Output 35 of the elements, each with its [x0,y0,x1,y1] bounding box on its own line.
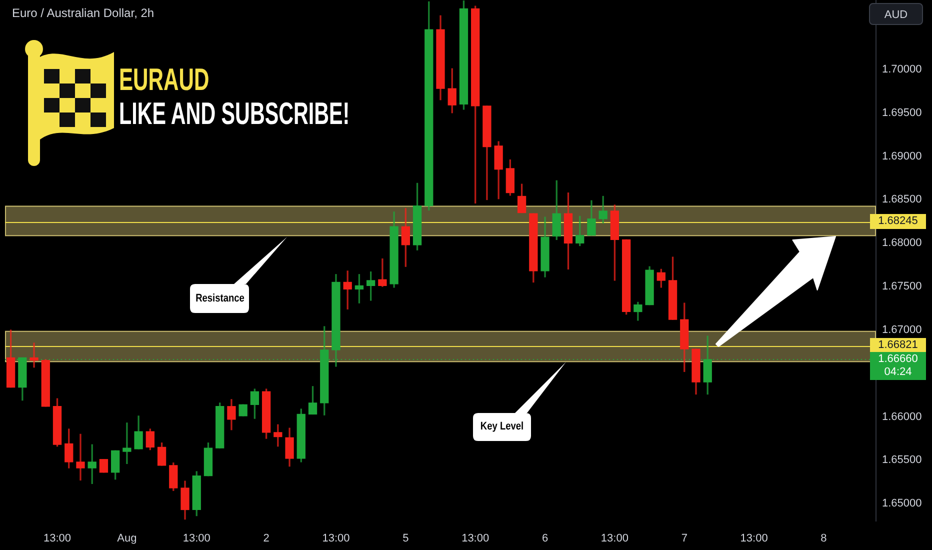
y-tick-label: 1.67000 [882,324,922,336]
x-tick-label: 13:00 [462,532,490,545]
x-tick-label: 5 [402,532,409,545]
x-tick-label: 13:00 [43,532,72,545]
x-tick-label: 13:00 [740,532,768,545]
candlestick [30,342,38,368]
y-tick-label: 1.66000 [882,410,922,423]
ref-line-label: 1.66821 [870,339,926,352]
x-tick-label: 13:00 [600,532,628,545]
candlestick [378,258,387,287]
annotation: Key Level [480,420,524,434]
ref-line-label: 1.68245 [870,215,926,228]
y-tick-label: 1.69000 [882,150,922,162]
x-tick-label: 7 [681,532,688,545]
y-tick-label: 1.68500 [882,194,922,206]
y-tick-label: 1.68000 [882,237,922,250]
y-tick-label: 1.65500 [882,454,922,466]
annotation: EURAUD [119,62,210,97]
text: Euro / Australian Dollar, 2h [12,6,154,20]
y-tick-label: 1.70000 [882,64,922,76]
x-tick-label: Aug [117,532,137,545]
y-axis-title: AUD [869,3,923,25]
y-tick-label: 1.67500 [882,280,922,293]
ref-line-label: 1.66660 04:24 [870,352,926,379]
y-tick-label: 1.65000 [882,498,922,510]
annotation: LIKE AND SUBSCRIBE! [119,96,350,130]
x-tick-label: 6 [542,532,548,545]
annotation: Resistance [195,292,244,305]
x-tick-label: 13:00 [182,532,210,545]
x-tick-label: 8 [820,532,827,545]
candlestick [76,434,85,481]
x-tick-label: 2 [263,532,270,545]
y-tick-label: 1.69500 [882,106,922,119]
x-tick-label: 13:00 [322,532,350,545]
candlestick [122,422,132,464]
